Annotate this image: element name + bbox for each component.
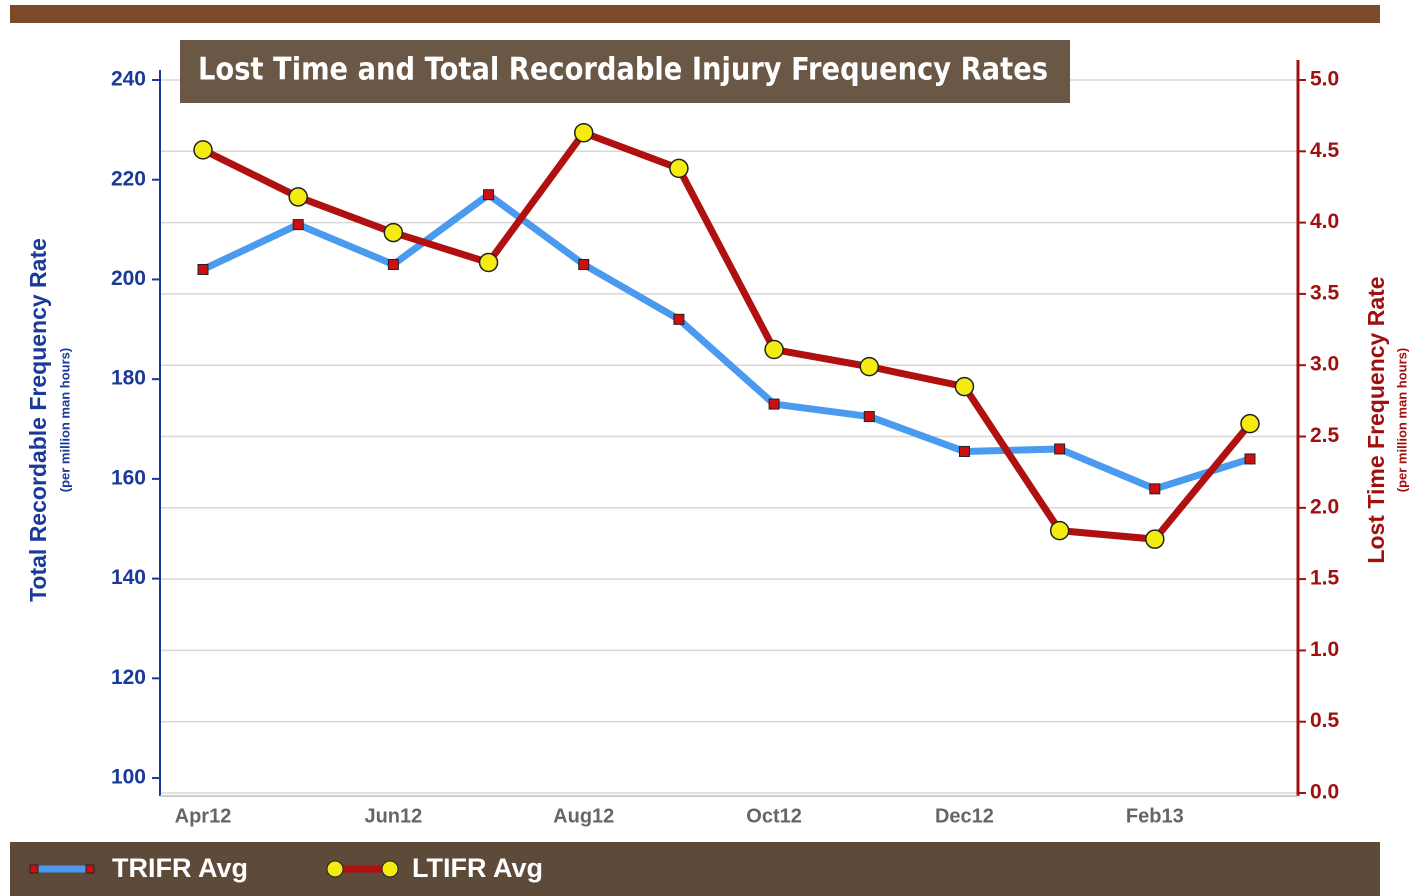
data-point — [383, 222, 404, 243]
legend-marker — [85, 864, 95, 874]
y-tick-label: 240 — [111, 68, 146, 91]
legend-label: LTIFR Avg — [412, 853, 543, 883]
data-point — [387, 258, 399, 270]
chart-title: Lost Time and Total Recordable Injury Fr… — [198, 52, 1048, 88]
data-point — [958, 445, 970, 457]
legend-marker — [326, 860, 344, 878]
data-point — [292, 219, 304, 231]
y2-tick-label: 2.0 — [1310, 495, 1339, 518]
x-tick-label: Dec12 — [935, 805, 994, 827]
data-point — [197, 263, 209, 275]
data-point — [764, 339, 784, 360]
data-point — [863, 411, 875, 423]
y-tick-label: 100 — [111, 766, 146, 789]
data-point — [673, 313, 685, 325]
x-tick-label: Jun12 — [364, 805, 422, 827]
y2-tick-label: 0.5 — [1310, 709, 1340, 732]
x-tick-label: Aug12 — [553, 805, 614, 827]
legend-bar — [10, 842, 1380, 896]
series-line — [201, 191, 1252, 493]
y2-tick-label: 2.5 — [1310, 424, 1340, 447]
y2-tick-label: 0.0 — [1310, 781, 1339, 804]
y2-tick-label: 1.5 — [1310, 567, 1340, 590]
top-bar — [10, 5, 1380, 23]
y2-tick-label: 3.5 — [1310, 281, 1340, 304]
data-point — [1149, 483, 1161, 495]
data-point — [954, 376, 975, 397]
y2-tick-label: 4.0 — [1310, 210, 1339, 233]
data-point — [478, 252, 499, 273]
y2-axis-title: Lost Time Frequency Rate — [1363, 276, 1389, 563]
title-box — [180, 40, 1070, 103]
y-tick-label: 140 — [111, 566, 146, 589]
data-point — [483, 189, 495, 201]
x-tick-label: Oct12 — [746, 805, 802, 827]
grid — [160, 79, 1298, 794]
y2-tick-label: 5.0 — [1310, 68, 1339, 91]
data-point — [1240, 413, 1260, 434]
data-point — [859, 356, 880, 377]
x-tick-label: Feb13 — [1126, 805, 1184, 827]
data-point — [1145, 529, 1165, 549]
data-point — [193, 140, 213, 160]
data-point — [578, 258, 590, 270]
data-point — [288, 187, 308, 207]
y-tick-label: 160 — [111, 466, 146, 489]
y-tick-label: 120 — [111, 666, 146, 689]
y-tick-label: 180 — [111, 367, 146, 390]
y-axis-subtitle: (per million man hours) — [57, 348, 72, 492]
data-point — [669, 158, 689, 179]
y-axis-title: Total Recordable Frequency Rate — [25, 238, 51, 602]
y2-tick-label: 3.0 — [1310, 353, 1339, 376]
data-point — [1049, 520, 1070, 541]
y2-tick-label: 1.0 — [1310, 638, 1339, 661]
data-point — [573, 123, 594, 143]
x-tick-label: Apr12 — [175, 805, 232, 827]
legend-marker — [381, 860, 399, 878]
data-point — [768, 398, 780, 410]
data-point — [1054, 443, 1066, 455]
legend-marker — [29, 864, 39, 874]
legend-label: TRIFR Avg — [112, 853, 248, 883]
data-point — [1244, 453, 1256, 465]
y-tick-label: 200 — [111, 267, 146, 290]
series-line — [201, 129, 1253, 543]
y2-axis-subtitle: (per million man hours) — [1394, 348, 1409, 492]
y2-tick-label: 4.5 — [1310, 139, 1340, 162]
y-tick-label: 220 — [111, 167, 146, 190]
